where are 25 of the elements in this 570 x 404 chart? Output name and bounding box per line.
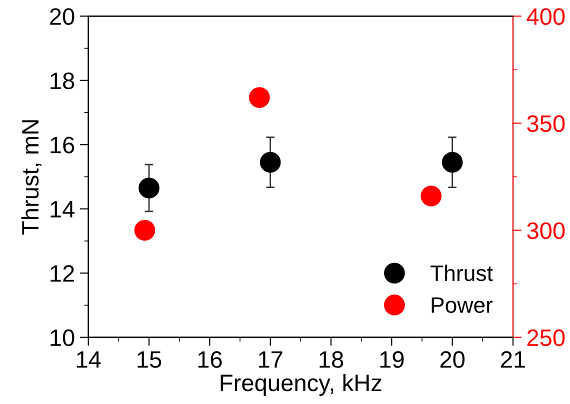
x-axis-title: Frequency, kHz <box>220 374 382 396</box>
y-tick-label: 12 <box>50 265 74 282</box>
y-tick-label: 14 <box>50 201 74 218</box>
x-tick-label: 17 <box>259 351 282 368</box>
y-tick-label: 18 <box>50 72 74 90</box>
x-tick-label: 18 <box>320 351 344 368</box>
y-tick-label: 20 <box>50 8 74 25</box>
point <box>249 87 270 108</box>
legend-label: Thrust <box>430 264 493 282</box>
legend-label: Power <box>432 297 493 313</box>
y2-tick-label: 350 <box>527 115 565 132</box>
x-tick-label: 14 <box>77 351 101 368</box>
y-axis-title: Thrust, mN <box>21 120 42 235</box>
point <box>134 220 156 241</box>
x-tick-label: 16 <box>198 351 222 368</box>
y2-tick-label: 300 <box>527 222 565 240</box>
y2-tick-label: 400 <box>526 8 565 25</box>
y-tick-label: 16 <box>50 136 74 154</box>
y-tick-label: 10 <box>50 329 74 346</box>
point <box>420 186 442 206</box>
x-tick-label: 21 <box>501 351 525 368</box>
y2-tick-label: 250 <box>527 329 565 346</box>
x-tick-label: 19 <box>380 351 404 368</box>
x-tick-label: 20 <box>440 351 465 368</box>
x-tick-label: 15 <box>138 351 162 368</box>
